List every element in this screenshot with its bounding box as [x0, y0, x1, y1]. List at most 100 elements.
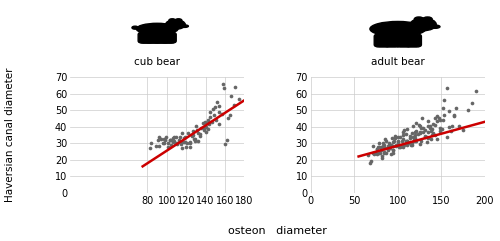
Point — [200, 128, 208, 132]
Text: adult bear: adult bear — [371, 58, 424, 67]
Point — [394, 144, 402, 148]
Point — [390, 144, 398, 147]
Point — [472, 89, 480, 93]
Point — [444, 125, 452, 129]
Point — [452, 106, 460, 110]
Point — [380, 150, 388, 154]
Point — [168, 143, 175, 147]
Point — [416, 142, 424, 146]
Point — [392, 144, 400, 148]
Point — [188, 134, 196, 138]
Point — [377, 148, 385, 152]
Point — [424, 136, 432, 140]
Point — [394, 144, 402, 147]
Point — [147, 141, 155, 145]
Point — [424, 119, 432, 123]
Point — [412, 129, 420, 133]
Point — [377, 145, 385, 149]
Point — [412, 139, 420, 143]
Point — [186, 145, 194, 149]
Point — [215, 111, 223, 114]
Point — [166, 139, 174, 142]
Point — [431, 133, 439, 137]
Point — [221, 142, 229, 146]
Point — [169, 140, 177, 144]
Point — [403, 143, 411, 147]
Point — [419, 130, 427, 134]
Point — [394, 140, 402, 144]
Point — [435, 116, 443, 120]
Point — [184, 132, 192, 135]
Point — [219, 82, 227, 86]
Point — [440, 98, 448, 102]
Point — [381, 146, 389, 149]
Point — [157, 137, 165, 141]
Point — [235, 97, 243, 101]
Point — [162, 135, 170, 139]
Point — [387, 152, 395, 155]
Point — [424, 130, 432, 134]
Point — [400, 128, 408, 132]
Point — [400, 143, 407, 147]
Point — [411, 130, 419, 134]
Point — [196, 132, 204, 135]
Point — [183, 141, 191, 145]
Point — [386, 146, 394, 149]
Text: Haversian canal diameter: Haversian canal diameter — [5, 68, 15, 202]
Point — [154, 138, 162, 142]
Point — [369, 144, 377, 147]
Point — [382, 140, 390, 143]
Point — [372, 151, 380, 154]
Point — [406, 140, 414, 144]
Point — [209, 107, 217, 111]
Point — [421, 128, 429, 132]
Point — [174, 142, 182, 146]
Point — [159, 141, 167, 145]
Point — [399, 137, 407, 141]
Point — [384, 148, 392, 152]
Point — [218, 112, 226, 116]
Point — [160, 141, 168, 144]
Point — [398, 133, 406, 137]
Point — [177, 142, 185, 146]
Point — [379, 141, 387, 145]
Point — [433, 137, 441, 141]
Point — [440, 114, 448, 117]
Point — [386, 143, 394, 147]
Point — [160, 137, 168, 141]
Point — [226, 113, 234, 117]
Point — [433, 119, 441, 123]
Point — [464, 108, 472, 112]
Point — [193, 128, 201, 132]
Point — [188, 133, 196, 137]
Point — [428, 127, 436, 131]
Point — [402, 132, 409, 135]
Point — [394, 135, 402, 139]
Text: cub bear: cub bear — [134, 58, 180, 67]
Point — [386, 143, 394, 147]
Point — [178, 131, 186, 135]
Point — [410, 138, 418, 142]
Point — [382, 137, 390, 141]
Point — [417, 140, 425, 143]
Point — [382, 151, 390, 155]
Point — [411, 136, 419, 140]
Point — [190, 137, 198, 141]
Point — [224, 116, 232, 120]
Point — [408, 143, 416, 147]
Point — [384, 144, 392, 148]
Point — [406, 134, 414, 138]
Text: osteon   diameter: osteon diameter — [228, 226, 327, 236]
Point — [376, 151, 384, 155]
Point — [444, 109, 452, 113]
Point — [416, 130, 424, 134]
Point — [424, 124, 432, 128]
Point — [404, 141, 412, 145]
Point — [386, 146, 394, 149]
Point — [411, 133, 419, 137]
Point — [386, 141, 394, 145]
Point — [146, 146, 154, 150]
Point — [378, 154, 386, 158]
Point — [166, 138, 173, 142]
Point — [418, 116, 426, 120]
